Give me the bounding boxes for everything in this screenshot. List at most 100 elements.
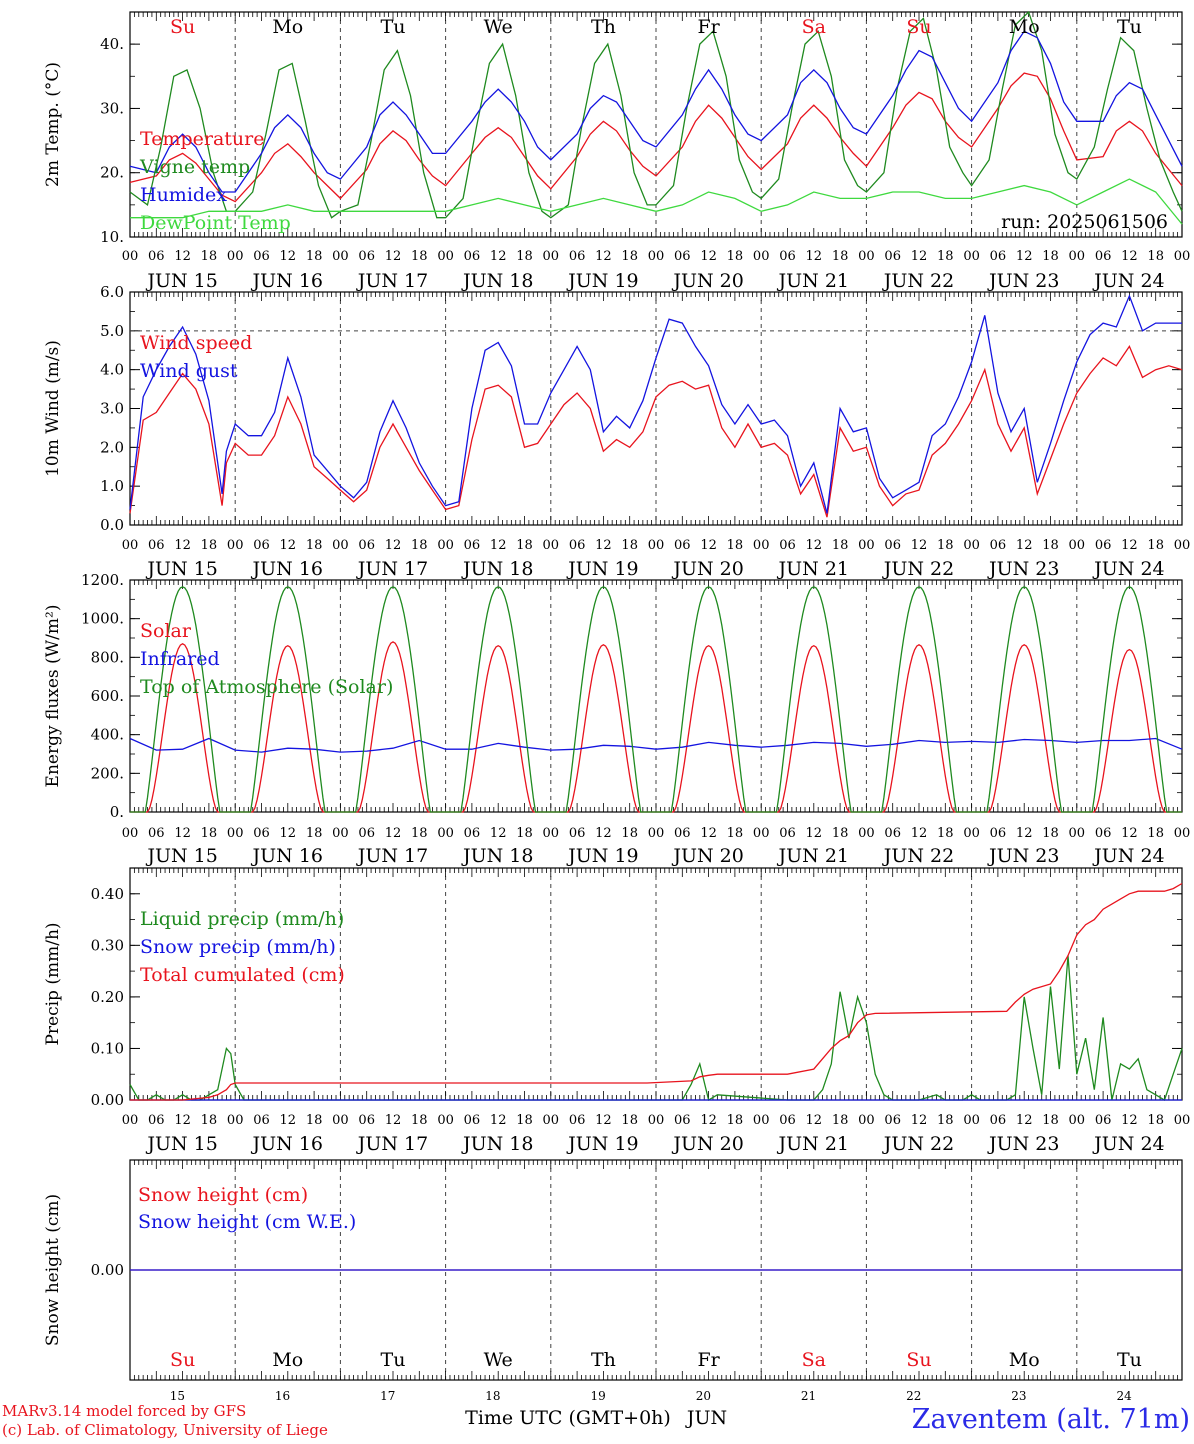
hour-tick-label: 18 — [516, 1113, 533, 1128]
hour-tick-label: 00 — [332, 538, 349, 553]
hour-tick-label: 12 — [595, 826, 612, 841]
series-line-humidex — [129, 30, 1183, 193]
hour-tick-label: 00 — [753, 826, 770, 841]
hour-tick-label: 06 — [990, 538, 1007, 553]
series-line-temperature — [129, 72, 1183, 203]
y-tick-label: 0.30 — [91, 936, 124, 954]
hour-tick-label: 00 — [858, 1113, 875, 1128]
series-line-dewpoint-temp — [130, 178, 1183, 225]
hour-tick-label: 18 — [727, 1113, 744, 1128]
hour-tick-label: 06 — [358, 249, 375, 264]
y-tick-label: 3.0 — [100, 400, 124, 418]
hour-tick-label: 00 — [1174, 249, 1191, 264]
day-date-label: JUN 24 — [1092, 1133, 1164, 1155]
legend-entry: Total cumulated (cm) — [140, 964, 345, 986]
hour-tick-label: 12 — [1121, 538, 1138, 553]
weekday-label: Mo — [1009, 1349, 1040, 1371]
y-tick-label: 600. — [91, 687, 124, 705]
series-line-wind-gust — [129, 294, 1182, 514]
day-date-label: JUN 24 — [1092, 270, 1164, 292]
hour-tick-label: 18 — [1147, 249, 1164, 264]
hour-tick-label: 00 — [332, 826, 349, 841]
day-date-label: JUN 18 — [461, 1133, 533, 1155]
day-date-label: JUN 16 — [251, 270, 323, 292]
hour-tick-label: 00 — [122, 249, 139, 264]
hour-tick-label: 12 — [1121, 249, 1138, 264]
day-number-label: 21 — [801, 1389, 816, 1403]
hour-tick-label: 12 — [700, 249, 717, 264]
hour-tick-label: 12 — [490, 1113, 507, 1128]
hour-tick-label: 06 — [148, 538, 165, 553]
day-number-label: 23 — [1011, 1389, 1026, 1403]
hour-tick-label: 06 — [358, 1113, 375, 1128]
hour-tick-label: 18 — [306, 1113, 323, 1128]
legend-entry: DewPoint Temp — [140, 212, 291, 234]
hour-tick-label: 12 — [174, 1113, 191, 1128]
weekday-label: Mo — [272, 1349, 303, 1371]
hour-tick-label: 12 — [174, 249, 191, 264]
day-date-label: JUN 23 — [987, 845, 1059, 867]
hour-tick-label: 12 — [1016, 1113, 1033, 1128]
hour-tick-label: 00 — [1174, 538, 1191, 553]
weekday-label: Su — [906, 16, 931, 38]
day-date-label: JUN 22 — [882, 558, 954, 580]
weekday-label: Th — [591, 1349, 616, 1371]
day-date-label: JUN 17 — [356, 845, 428, 867]
hour-tick-label: 18 — [1042, 1113, 1059, 1128]
y-tick-label: 2.0 — [100, 438, 124, 456]
day-date-label: JUN 19 — [566, 1133, 638, 1155]
hour-tick-label: 00 — [1069, 538, 1086, 553]
credit-line: (c) Lab. of Climatology, University of L… — [2, 1421, 328, 1439]
day-number-label: 17 — [380, 1389, 395, 1403]
hour-tick-label: 12 — [280, 249, 297, 264]
hour-tick-label: 18 — [937, 826, 954, 841]
hour-tick-label: 00 — [858, 538, 875, 553]
hour-tick-label: 06 — [1095, 538, 1112, 553]
hour-tick-label: 12 — [385, 538, 402, 553]
series-line-total-cumulated-cm- — [130, 882, 1183, 1101]
y-tick-label: 0.40 — [91, 885, 124, 903]
series-line-vigne-temp — [129, 10, 1183, 219]
weekday-label: Fr — [697, 16, 720, 38]
day-date-label: JUN 17 — [356, 270, 428, 292]
hour-tick-label: 18 — [306, 538, 323, 553]
legend-entry: Humidex — [140, 184, 227, 206]
hour-tick-label: 06 — [779, 1113, 796, 1128]
hour-tick-label: 12 — [1016, 249, 1033, 264]
hour-tick-label: 12 — [911, 1113, 928, 1128]
hour-tick-label: 12 — [1121, 826, 1138, 841]
hour-tick-label: 06 — [779, 249, 796, 264]
hour-tick-label: 06 — [884, 1113, 901, 1128]
day-date-label: JUN 19 — [566, 558, 638, 580]
y-tick-label: 0.00 — [91, 1261, 124, 1279]
hour-tick-label: 06 — [464, 249, 481, 264]
y-axis-title: Snow height (cm) — [43, 1194, 63, 1346]
hour-tick-label: 00 — [1069, 249, 1086, 264]
legend-entry: Temperature — [140, 128, 264, 150]
hour-tick-label: 06 — [674, 249, 691, 264]
hour-tick-label: 00 — [963, 826, 980, 841]
hour-tick-label: 00 — [1069, 826, 1086, 841]
hour-tick-label: 18 — [727, 826, 744, 841]
hour-tick-label: 06 — [884, 249, 901, 264]
hour-tick-label: 00 — [1174, 826, 1191, 841]
legend-entry: Liquid precip (mm/h) — [140, 908, 344, 930]
hour-tick-label: 12 — [1121, 1113, 1138, 1128]
day-date-label: JUN 20 — [671, 558, 743, 580]
weekday-label: Mo — [1009, 16, 1040, 38]
weekday-label: Su — [170, 1349, 195, 1371]
hour-tick-label: 18 — [621, 1113, 638, 1128]
y-tick-label: 0. — [110, 803, 124, 821]
hour-tick-label: 06 — [569, 1113, 586, 1128]
y-tick-label: 0.20 — [91, 988, 124, 1006]
hour-tick-label: 12 — [280, 826, 297, 841]
y-tick-label: 1000. — [81, 610, 124, 628]
legend-entry: Snow height (cm) — [138, 1184, 308, 1206]
hour-tick-label: 06 — [253, 538, 270, 553]
day-date-label: JUN 20 — [671, 270, 743, 292]
hour-tick-label: 18 — [306, 249, 323, 264]
hour-tick-label: 12 — [700, 1113, 717, 1128]
hour-tick-label: 06 — [990, 826, 1007, 841]
hour-tick-label: 18 — [727, 538, 744, 553]
